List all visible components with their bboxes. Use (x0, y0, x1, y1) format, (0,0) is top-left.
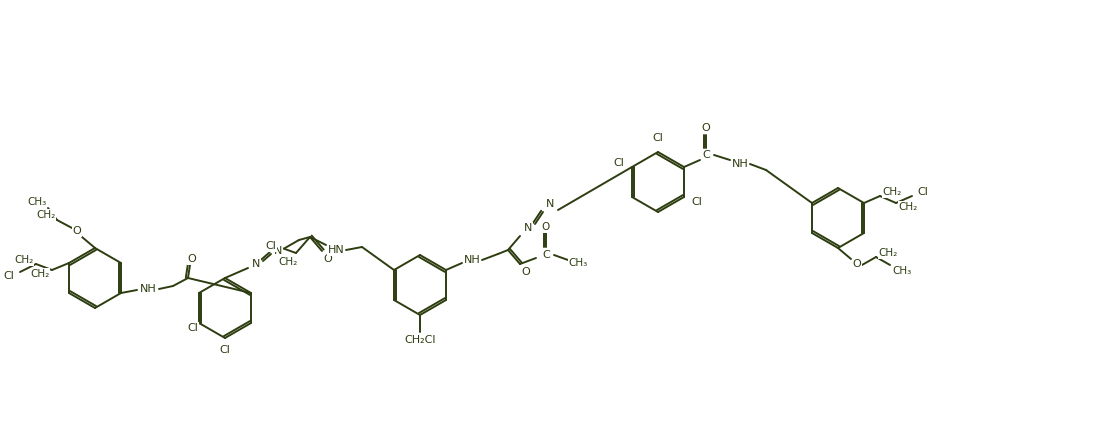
Text: O: O (542, 222, 550, 232)
Text: O: O (188, 254, 196, 264)
Text: Cl: Cl (188, 323, 199, 333)
Text: O: O (522, 267, 530, 277)
Text: N: N (252, 259, 260, 269)
Text: O: O (72, 226, 81, 236)
Text: Cl: Cl (917, 187, 928, 197)
Text: CH₂: CH₂ (882, 187, 902, 197)
Text: N: N (546, 199, 554, 209)
Text: O: O (852, 259, 861, 269)
Text: HN: HN (328, 245, 344, 255)
Text: O: O (702, 123, 711, 133)
Text: Cl: Cl (265, 241, 276, 251)
Text: CH₂: CH₂ (36, 210, 56, 220)
Text: CH₂: CH₂ (898, 202, 917, 212)
Text: NH: NH (464, 255, 480, 265)
Text: O: O (324, 254, 332, 264)
Text: CH₂Cl: CH₂Cl (405, 335, 436, 345)
Text: CH₂: CH₂ (14, 255, 34, 265)
Text: CH₃: CH₃ (27, 197, 47, 207)
Text: NH: NH (732, 159, 748, 169)
Text: Cl: Cl (691, 197, 702, 207)
Text: C: C (542, 250, 550, 260)
Text: CH₂: CH₂ (879, 248, 897, 258)
Text: N: N (523, 223, 532, 233)
Text: N: N (274, 246, 282, 256)
Text: Cl: Cl (219, 345, 230, 355)
Text: Cl: Cl (613, 158, 624, 168)
Text: Cl: Cl (3, 271, 14, 281)
Text: NH: NH (139, 284, 157, 294)
Text: CH₃: CH₃ (568, 258, 588, 268)
Text: Cl: Cl (653, 133, 664, 143)
Text: CH₃: CH₃ (892, 266, 912, 276)
Text: CH₂: CH₂ (31, 269, 49, 279)
Text: CH₂: CH₂ (279, 257, 297, 267)
Text: C: C (702, 150, 710, 160)
